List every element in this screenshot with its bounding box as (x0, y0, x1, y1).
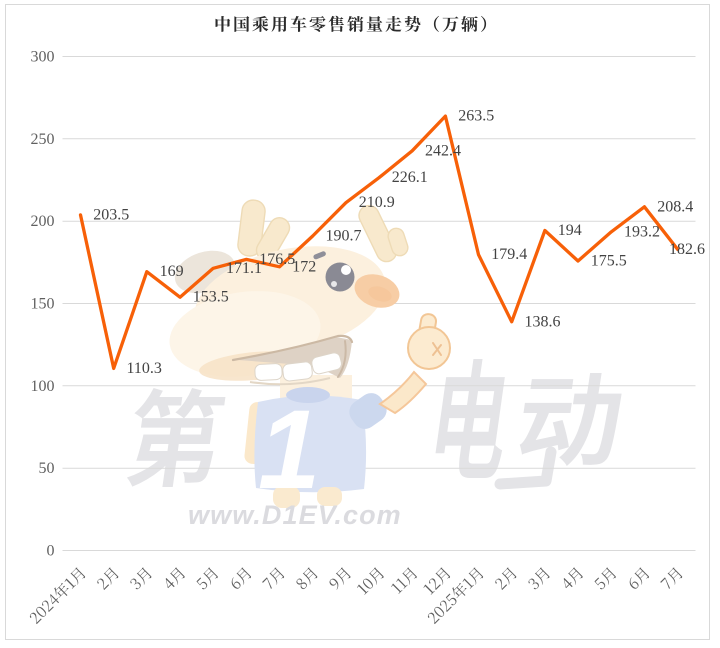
svg-text:176.5: 176.5 (259, 251, 295, 268)
svg-text:194: 194 (558, 222, 582, 239)
svg-text:179.4: 179.4 (491, 246, 527, 263)
svg-text:193.2: 193.2 (624, 223, 660, 240)
svg-text:169: 169 (160, 263, 184, 280)
svg-text:0: 0 (47, 543, 55, 560)
svg-text:50: 50 (39, 460, 55, 477)
svg-text:171.1: 171.1 (226, 260, 262, 277)
svg-text:300: 300 (31, 49, 55, 66)
svg-text:263.5: 263.5 (458, 108, 494, 125)
svg-text:226.1: 226.1 (392, 169, 428, 186)
svg-text:210.9: 210.9 (359, 194, 395, 211)
svg-text:175.5: 175.5 (591, 253, 627, 270)
svg-text:182.6: 182.6 (669, 241, 705, 258)
svg-text:153.5: 153.5 (193, 289, 229, 306)
svg-text:250: 250 (31, 131, 55, 148)
svg-text:242.4: 242.4 (425, 142, 461, 159)
svg-text:208.4: 208.4 (657, 198, 693, 215)
svg-text:200: 200 (31, 213, 55, 230)
svg-text:203.5: 203.5 (93, 206, 129, 223)
svg-text:172: 172 (292, 258, 316, 275)
svg-text:1: 1 (258, 387, 320, 512)
svg-text:100: 100 (31, 378, 55, 395)
svg-text:138.6: 138.6 (525, 313, 561, 330)
svg-text:190.7: 190.7 (326, 228, 362, 245)
svg-text:110.3: 110.3 (127, 360, 162, 377)
svg-text:www.D1EV.com: www.D1EV.com (188, 500, 402, 530)
svg-text:150: 150 (31, 296, 55, 313)
